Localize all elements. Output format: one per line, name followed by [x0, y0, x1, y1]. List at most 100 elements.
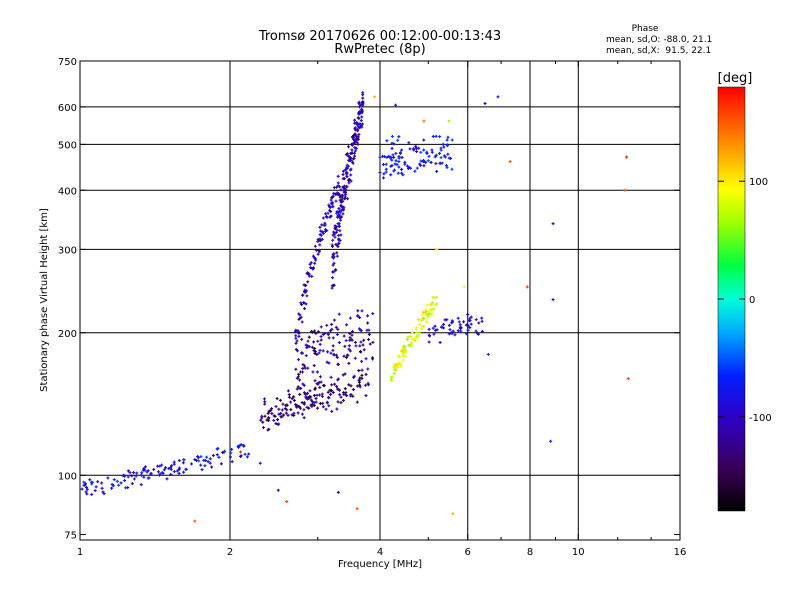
echo-point — [285, 500, 289, 504]
echo-point — [325, 400, 329, 404]
echo-point — [221, 450, 225, 454]
echo-point — [338, 393, 342, 397]
echo-point — [132, 471, 136, 475]
echo-point — [353, 118, 357, 122]
echo-point — [412, 337, 416, 341]
echo-point — [345, 152, 349, 156]
echo-point — [343, 372, 347, 376]
echo-point — [157, 473, 161, 477]
echo-point — [305, 397, 309, 401]
echo-point — [301, 366, 305, 370]
echo-point — [426, 303, 430, 307]
echo-point — [326, 350, 330, 354]
echo-point — [359, 340, 363, 344]
echo-point — [422, 164, 426, 168]
echo-point — [360, 373, 364, 377]
echo-point — [398, 363, 402, 367]
echo-point — [335, 355, 339, 359]
echo-point — [286, 413, 290, 417]
echo-point — [414, 327, 418, 331]
echo-point — [362, 338, 366, 342]
echo-point — [289, 400, 293, 404]
echo-point — [343, 196, 347, 200]
echo-point — [334, 199, 338, 203]
echo-point — [438, 135, 442, 139]
echo-point — [300, 320, 304, 324]
echo-point — [260, 414, 264, 418]
echo-point — [462, 320, 466, 324]
echo-point — [344, 391, 348, 395]
echo-point — [352, 138, 356, 142]
echo-point — [359, 124, 363, 128]
echo-point — [321, 216, 325, 220]
echo-point — [429, 308, 433, 312]
echo-point — [170, 464, 174, 468]
echo-point — [280, 408, 284, 412]
echo-point — [347, 344, 351, 348]
echo-point — [394, 103, 398, 107]
echo-point — [270, 412, 274, 416]
echo-point — [335, 384, 339, 388]
echo-point — [307, 335, 311, 339]
echo-point — [300, 412, 304, 416]
echo-point — [339, 188, 343, 192]
echo-point — [468, 326, 472, 330]
echo-point — [319, 380, 323, 384]
echo-point — [169, 472, 173, 476]
echo-point — [393, 162, 397, 166]
echo-point — [332, 230, 336, 234]
echo-point — [328, 388, 332, 392]
echo-point — [335, 407, 339, 411]
echo-point — [411, 147, 415, 151]
echo-point — [394, 151, 398, 155]
echo-point — [400, 155, 404, 159]
echo-point — [422, 160, 426, 164]
echo-point — [366, 381, 370, 385]
echo-point — [475, 331, 479, 335]
echo-point — [434, 153, 438, 157]
echo-point — [115, 479, 119, 483]
echo-point — [344, 191, 348, 195]
echo-point — [326, 332, 330, 336]
echo-point — [149, 472, 153, 476]
echo-point — [444, 164, 448, 168]
echo-point — [626, 377, 630, 381]
echo-point — [321, 383, 325, 387]
echo-point — [289, 408, 293, 412]
echo-point — [90, 482, 94, 486]
echo-point — [625, 155, 629, 159]
echo-point — [415, 335, 419, 339]
echo-point — [367, 328, 371, 332]
echo-point — [306, 339, 310, 343]
echo-point — [342, 177, 346, 181]
echo-point — [280, 415, 284, 419]
echo-point — [343, 168, 347, 172]
echo-point — [390, 141, 394, 145]
echo-point — [551, 298, 555, 302]
echo-point — [389, 173, 393, 177]
echo-point — [243, 452, 247, 456]
echo-point — [315, 353, 319, 357]
echo-point — [440, 325, 444, 329]
x-tick-label: 6 — [465, 547, 471, 558]
echo-point — [435, 169, 439, 173]
echo-point — [448, 328, 452, 332]
echo-point — [311, 370, 315, 374]
echo-point — [384, 167, 388, 171]
echo-point — [442, 326, 446, 330]
echo-point — [447, 156, 451, 160]
echo-point — [177, 471, 181, 475]
echo-point — [316, 382, 320, 386]
echo-point — [298, 313, 302, 317]
echo-point — [295, 349, 299, 353]
echo-point — [387, 154, 391, 158]
echo-point — [313, 244, 317, 248]
echo-point — [199, 455, 203, 459]
echo-point — [317, 393, 321, 397]
echo-point — [305, 346, 309, 350]
echo-point — [263, 414, 267, 418]
echo-point — [378, 155, 382, 159]
echo-point — [261, 420, 265, 424]
echo-point — [401, 354, 405, 358]
echo-point — [496, 95, 500, 99]
